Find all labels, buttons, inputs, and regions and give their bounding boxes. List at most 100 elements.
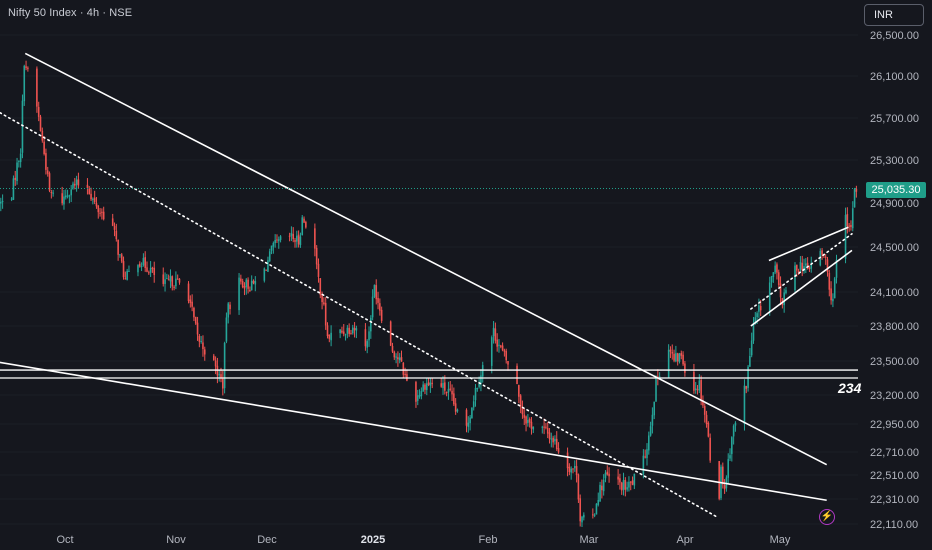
- candle-up: [768, 282, 771, 312]
- candle-up: [279, 236, 282, 240]
- x-tick-label: Dec: [257, 534, 277, 546]
- candle-down: [297, 234, 300, 245]
- candle-up: [64, 195, 67, 198]
- currency-button[interactable]: INR: [864, 4, 924, 26]
- candle-up: [480, 375, 482, 385]
- candle-up: [142, 257, 145, 266]
- candle-up: [371, 296, 374, 318]
- candle-down: [196, 322, 199, 335]
- candle-up: [655, 377, 657, 402]
- candle-down: [449, 388, 452, 390]
- candle-down: [619, 478, 621, 483]
- candle-down: [465, 409, 468, 426]
- candle-up: [425, 383, 428, 391]
- candle-down: [50, 192, 53, 194]
- candle-down: [568, 466, 571, 472]
- candle-up: [119, 254, 121, 256]
- candle-down: [350, 333, 352, 335]
- candle-down: [684, 363, 686, 373]
- candle-down: [523, 414, 526, 418]
- candle-up: [456, 409, 459, 412]
- candle-up: [272, 242, 275, 247]
- candle-up: [481, 365, 484, 377]
- candle-down: [342, 331, 345, 334]
- candle-up: [1, 200, 4, 202]
- candle-up: [667, 349, 670, 378]
- candle-up: [12, 178, 15, 200]
- candle-down: [48, 173, 51, 191]
- candle-down: [404, 373, 406, 375]
- candle-up: [599, 484, 601, 502]
- candle-down: [516, 365, 518, 385]
- candle-down: [252, 280, 255, 284]
- y-tick-label: 22,950.00: [870, 419, 919, 431]
- candle-up: [368, 331, 370, 341]
- trendline: [0, 361, 827, 502]
- candle-down: [601, 485, 603, 491]
- candle-down: [37, 107, 40, 117]
- candle-up: [492, 327, 495, 337]
- candle-up: [346, 327, 349, 334]
- candle-down: [722, 466, 724, 485]
- candle-up: [200, 341, 202, 343]
- y-tick-label: 24,100.00: [870, 287, 919, 299]
- candle-up: [330, 332, 332, 341]
- candle-up: [398, 357, 401, 361]
- candle-down: [314, 228, 316, 249]
- candle-down: [167, 279, 170, 281]
- candle-down: [162, 274, 165, 284]
- candle-down: [525, 416, 527, 424]
- candle-down: [557, 448, 560, 453]
- candle-up: [597, 499, 600, 505]
- candle-down: [324, 302, 327, 326]
- candle-down: [187, 283, 190, 301]
- candle-down: [317, 263, 320, 277]
- candle-up: [770, 276, 773, 283]
- candle-down: [391, 345, 394, 352]
- candle-down: [375, 285, 378, 300]
- candle-down: [27, 67, 29, 69]
- candle-up: [299, 236, 302, 246]
- candle-down: [138, 263, 141, 267]
- candle-up: [296, 235, 298, 242]
- candle-down: [400, 357, 403, 362]
- candle-down: [503, 350, 506, 352]
- candle-down: [379, 303, 381, 311]
- candle-up: [52, 192, 54, 194]
- candle-down: [323, 302, 325, 305]
- candle-up: [10, 198, 13, 200]
- candle-down: [247, 279, 249, 289]
- candle-down: [348, 327, 350, 334]
- candle-up: [698, 380, 701, 391]
- candle-down: [566, 452, 569, 469]
- candle-up: [225, 317, 228, 342]
- candle-down: [707, 422, 710, 437]
- candle-up: [267, 260, 269, 272]
- candle-up: [649, 426, 652, 436]
- x-tick-label: Nov: [166, 534, 186, 546]
- candle-down: [148, 272, 150, 274]
- candle-up: [447, 388, 450, 393]
- candle-down: [77, 179, 80, 186]
- y-tick-label: 23,500.00: [870, 356, 919, 368]
- candle-down: [212, 355, 215, 360]
- candle-up: [476, 388, 479, 390]
- candle-up: [731, 437, 733, 454]
- candle-down: [99, 212, 101, 214]
- candle-down: [796, 264, 798, 271]
- candle-up: [749, 355, 751, 367]
- candle-down: [518, 385, 520, 397]
- candle-up: [474, 387, 477, 401]
- candle-up: [63, 196, 65, 205]
- lightning-icon[interactable]: ⚡: [819, 509, 835, 525]
- candle-down: [848, 225, 850, 227]
- candle-down: [276, 239, 278, 241]
- candle-up: [758, 305, 760, 312]
- candle-down: [364, 329, 367, 347]
- candle-down: [505, 351, 507, 361]
- candles-group: [0, 60, 858, 527]
- candle-up: [290, 233, 293, 236]
- candle-down: [617, 476, 619, 480]
